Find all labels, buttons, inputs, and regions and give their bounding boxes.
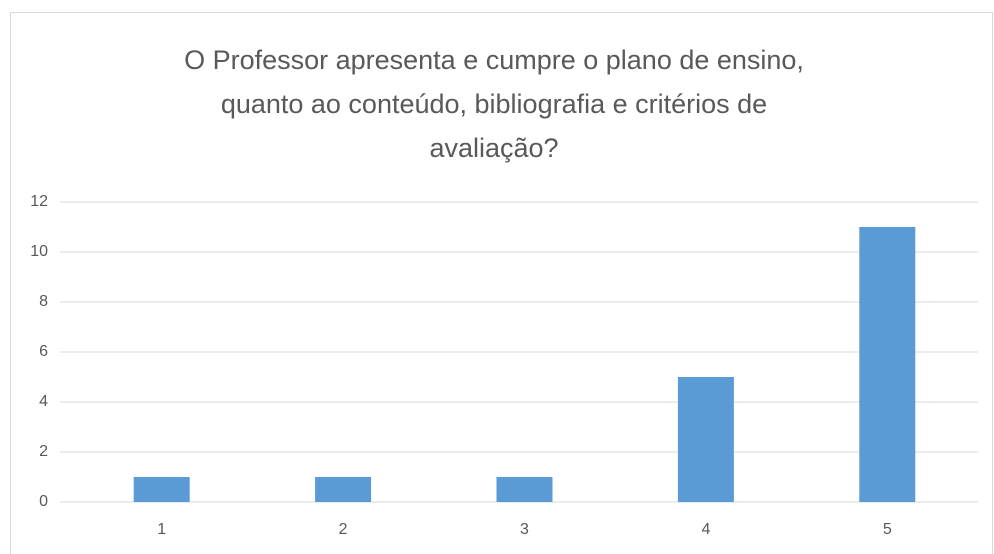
y-tick-label: 10 bbox=[30, 243, 48, 260]
x-tick-label: 3 bbox=[520, 521, 529, 538]
chart-title: O Professor apresenta e cumpre o plano d… bbox=[184, 45, 804, 75]
y-tick-label: 6 bbox=[39, 343, 48, 360]
bar bbox=[133, 477, 190, 502]
x-tick-label: 5 bbox=[883, 521, 892, 538]
y-tick-label: 8 bbox=[39, 293, 48, 310]
y-tick-label: 12 bbox=[30, 193, 48, 210]
y-tick-label: 2 bbox=[39, 443, 48, 460]
x-tick-label: 2 bbox=[339, 521, 348, 538]
bar bbox=[496, 477, 553, 502]
x-tick-label: 4 bbox=[701, 521, 710, 538]
chart-title: quanto ao conteúdo, bibliografia e crité… bbox=[221, 89, 767, 119]
bar bbox=[315, 477, 372, 502]
x-tick-label: 1 bbox=[157, 521, 166, 538]
y-tick-label: 0 bbox=[39, 493, 48, 510]
bar bbox=[677, 377, 734, 502]
chart-title: avaliação? bbox=[429, 133, 558, 163]
bar bbox=[859, 227, 916, 502]
chart-border bbox=[10, 12, 993, 554]
y-tick-label: 4 bbox=[39, 393, 48, 410]
